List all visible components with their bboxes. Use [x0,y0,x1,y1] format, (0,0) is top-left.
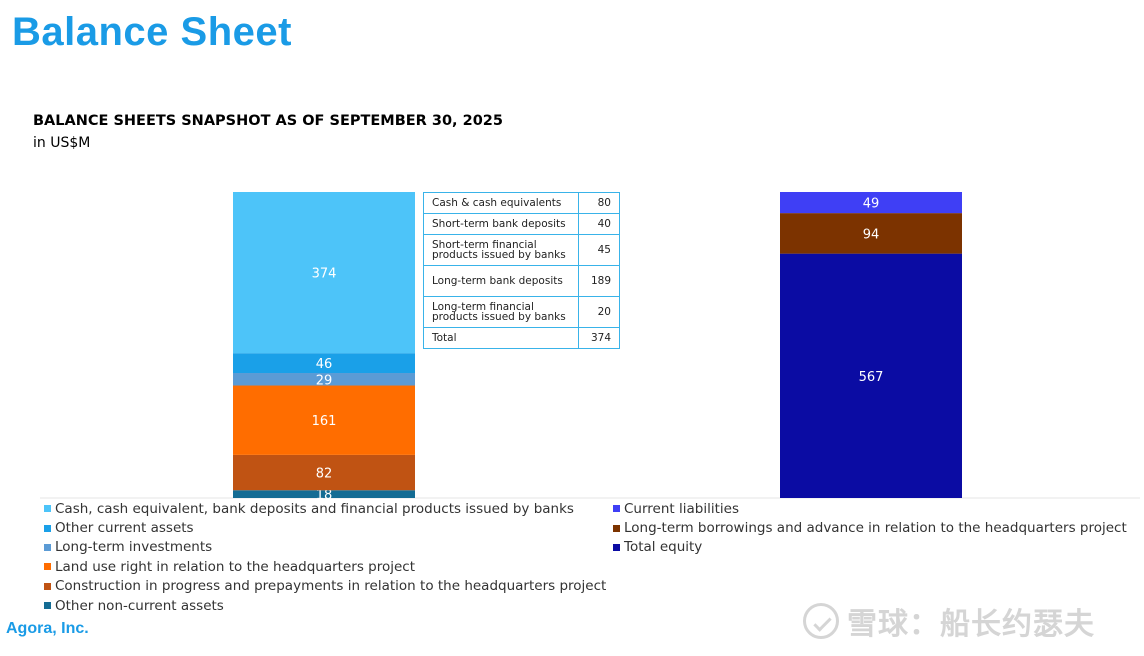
bar-segment-assets-4 [233,353,415,374]
table-cell-label: Short-term financial products issued by … [423,234,579,266]
legend-label: Long-term investments [55,539,213,556]
table-cell-value: 40 [578,213,620,235]
legend-item: Long-term borrowings and advance in rela… [613,518,1127,537]
legend-label: Other non-current assets [55,597,224,614]
bar-segment-assets-3 [233,373,415,386]
bar-segment-assets-1 [233,454,415,491]
table-cell-label: Short-term bank deposits [423,213,579,235]
bar-segment-liabilities-and-equity-2 [780,192,962,214]
data-label: 567 [859,370,884,385]
data-label: 29 [316,373,333,388]
legend-label: Construction in progress and prepayments… [55,578,607,595]
legend-label: Long-term borrowings and advance in rela… [624,520,1127,537]
legend-swatch [44,602,51,610]
data-label: 49 [863,197,880,212]
legend-item: Long-term investments [44,538,606,557]
table-cell-label: Long-term bank deposits [423,265,579,297]
table-cell-value: 189 [578,265,620,297]
watermark-text: 雪球：船长约瑟夫 [847,607,1095,642]
bar-segment-assets-2 [233,385,415,455]
legend-liabilities-equity: Current liabilities Long-term borrowings … [613,499,1127,557]
table-cell-value: 20 [578,296,620,328]
table-row: Long-term financial products issued by b… [423,296,620,328]
table-cell-value: 374 [578,327,620,349]
legend-swatch [44,505,51,513]
table-cell-value: 80 [578,192,620,214]
legend-label: Current liabilities [624,500,739,517]
legend-label: Total equity [624,539,703,556]
data-label: 374 [312,267,337,282]
legend-swatch [44,543,51,551]
legend-item: Other current assets [44,518,606,537]
page-title: Balance Sheet [12,10,292,54]
bar-segment-liabilities-and-equity-0 [780,253,962,498]
data-label: 46 [316,357,333,372]
table-cell-label: Cash & cash equivalents [423,192,579,214]
legend-swatch [44,582,51,590]
legend-item: Current liabilities [613,499,1127,518]
snowball-logo-icon [803,603,839,639]
data-label: 18 [316,488,333,503]
legend-item: Construction in progress and prepayments… [44,577,606,596]
table-row: Short-term bank deposits 40 [423,213,620,235]
table-cell-label: Total [423,327,579,349]
bar-segment-assets-0 [233,490,415,498]
data-label: 82 [316,467,333,482]
legend-swatch [613,505,620,513]
legend-label: Land use right in relation to the headqu… [55,558,416,575]
table-row: Cash & cash equivalents 80 [423,192,620,214]
bar-segment-assets-5 [233,192,415,354]
table-row: Total 374 [423,327,620,349]
legend-item: Total equity [613,538,1127,557]
bar-segment-liabilities-and-equity-1 [780,213,962,254]
legend-label: Cash, cash equivalent, bank deposits and… [55,500,574,517]
legend-swatch [44,563,51,571]
table-row: Short-term financial products issued by … [423,234,620,266]
legend-item: Cash, cash equivalent, bank deposits and… [44,499,606,518]
watermark: 雪球：船长约瑟夫 [803,600,1123,642]
table-cell-value: 45 [578,234,620,266]
legend-assets: Cash, cash equivalent, bank deposits and… [44,499,606,615]
cash-breakdown-table: Cash & cash equivalents 80 Short-term bank… [423,192,620,349]
company-name: Agora, Inc. [6,620,89,637]
legend-swatch [613,543,620,551]
table-cell-label: Long-term financial products issued by b… [423,296,579,328]
table-row: Long-term bank deposits 189 [423,265,620,297]
legend-swatch [44,524,51,532]
data-label: 161 [312,414,337,429]
legend-swatch [613,524,620,532]
legend-item: Land use right in relation to the headqu… [44,557,606,576]
legend-label: Other current assets [55,520,194,537]
legend-item: Other non-current assets [44,596,606,615]
chart-unit-label: in US$M [33,135,91,151]
chart-title: BALANCE SHEETS SNAPSHOT AS OF SEPTEMBER … [33,113,503,129]
data-label: 94 [863,227,880,242]
